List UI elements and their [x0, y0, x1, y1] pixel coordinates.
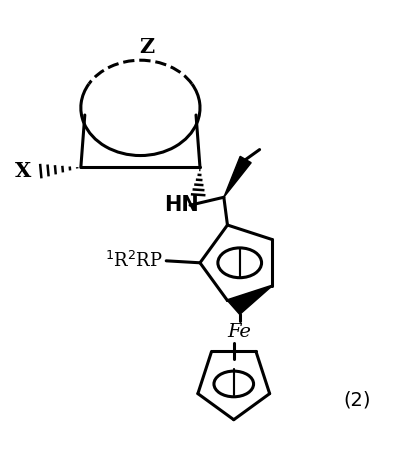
Text: (2): (2) — [343, 390, 370, 410]
Text: Z: Z — [139, 37, 154, 57]
Text: X: X — [15, 162, 31, 182]
Polygon shape — [228, 286, 272, 314]
Text: HN: HN — [164, 195, 199, 215]
Text: Fe: Fe — [228, 323, 252, 341]
Polygon shape — [224, 156, 251, 197]
Text: $^1$R$^2$RP: $^1$R$^2$RP — [105, 251, 163, 271]
